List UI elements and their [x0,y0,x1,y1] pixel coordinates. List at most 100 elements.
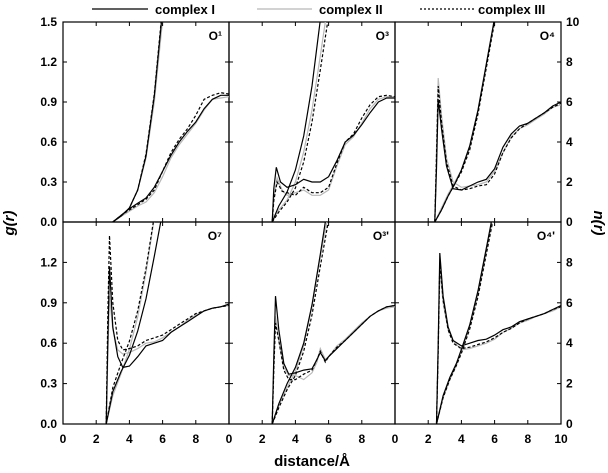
y-right-tick-label: 2 [566,175,573,189]
legend-item-complex-2: complex II [257,2,383,17]
panel-2-curves [271,22,395,222]
legend-label-complex-3: complex III [478,2,545,17]
panel-5-curves [271,222,395,424]
panel-frame-o4p [394,221,562,425]
x-tick-label: 4 [292,432,299,446]
panel-label-o4: O⁴ [540,29,555,43]
x-tick-label: 8 [524,432,531,446]
y-left-tick-label: 0.0 [40,417,57,431]
panel-5-n-curve-complex-ii [271,222,328,424]
x-tick-label: 8 [192,432,199,446]
legend-label-complex-2: complex II [319,2,383,17]
ticks-layer [62,21,562,425]
x-tick-label: 2 [425,432,432,446]
panel-4-g-curve-complex-i [105,266,229,424]
panel-3-g-curve-complex-i [434,99,561,222]
y-left-tick-label: 0.0 [40,215,57,229]
x-tick-label: 8 [358,432,365,446]
x-axis-title: distance/Å [274,453,350,470]
panel-4-n-curve-complex-iii [105,222,154,424]
panel-frame-o3p [228,221,396,425]
y-right-tick-label: 6 [566,296,573,310]
y-left-tick-label: 0.3 [40,175,57,189]
x-tick-label: 0 [226,432,233,446]
panel-label-o3p: O³' [373,229,389,243]
panel-1-g-curve-complex-ii [112,96,229,222]
panel-3-curves [434,22,561,222]
y-right-tick-label: 4 [566,135,573,149]
panel-2-g-curve-complex-i [271,97,395,222]
panel-5-g-curve-complex-ii [271,306,395,424]
x-tick-label: 10 [554,432,568,446]
y-left-tick-label: 0.6 [40,336,57,350]
y-right-tick-label: 0 [566,215,573,229]
legend-item-complex-1: complex I [92,2,215,17]
y-right-tick-label: 8 [566,255,573,269]
panel-frame-o1 [62,21,230,223]
panel-6-n-curve-complex-i [435,222,492,424]
panel-2-g-curve-complex-iii [271,94,395,222]
panel-label-o4p: O⁴' [537,229,555,243]
x-tick-label: 0 [392,432,399,446]
y-left-tick-label: 1.5 [40,15,57,29]
y-right-tick-label: 0 [566,417,573,431]
panel-1-n-curve-complex-i [112,22,163,222]
panel-4-n-curve-complex-i [105,222,162,424]
panel-2-n-curve-complex-ii [271,22,326,222]
y-right-tick-label: 8 [566,55,573,69]
panel-label-o3: O³ [376,29,389,43]
panel-6-g-curve-complex-ii [435,269,561,424]
y-left-tick-label: 0.9 [40,296,57,310]
panel-2-n-curve-complex-i [271,22,321,222]
legend: complex I complex II complex III [92,2,545,17]
y-right-tick-label: 4 [566,336,573,350]
y-left-tick-label: 0.9 [40,95,57,109]
panel-3-n-curve-complex-iii [434,22,496,222]
x-tick-label: 6 [325,432,332,446]
x-tick-label: 4 [126,432,133,446]
x-tick-label: 0 [60,432,67,446]
panel-3-n-curve-complex-ii [434,22,495,222]
panel-4-curves [105,222,229,424]
y-right-tick-label: 2 [566,377,573,391]
tick-labels: 0.0 00.3 20.6 40.9 61.2 81.5 100.0 00.3 20.6 40.9… [40,15,579,446]
panel-5-n-curve-complex-iii [271,222,329,424]
x-tick-label: 6 [491,432,498,446]
panel-frames [62,21,562,425]
x-tick-label: 2 [259,432,266,446]
panel-3-g-curve-complex-ii [434,77,561,222]
y-left-tick-label: 1.2 [40,55,57,69]
panel-4-g-curve-complex-ii [105,296,229,424]
y-axis-title-left: g(r) [1,211,18,237]
panel-3-g-curve-complex-iii [434,85,561,222]
y-left-tick-label: 1.2 [40,255,57,269]
x-tick-label: 2 [93,432,100,446]
panel-1-curves [112,22,229,222]
panel-2-g-curve-complex-ii [271,96,395,222]
panel-4-g-curve-complex-iii [105,235,229,424]
legend-label-complex-1: complex I [155,2,215,17]
panel-5-g-curve-complex-i [271,296,395,424]
panel-6-n-curve-complex-iii [435,222,494,424]
panel-3-n-curve-complex-i [434,22,495,222]
curves-layer [105,22,561,424]
panel-6-n-curve-complex-ii [435,222,493,424]
panel-6-curves [435,222,561,424]
panel-6-g-curve-complex-i [435,252,561,424]
panel-frame-o7 [62,221,230,425]
panel-5-g-curve-complex-iii [271,304,395,424]
x-tick-label: 4 [458,432,465,446]
panel-4-n-curve-complex-ii [105,222,155,424]
y-right-tick-label: 10 [566,15,580,29]
y-left-tick-label: 0.6 [40,135,57,149]
panel-label-o7: O⁷ [208,229,222,243]
y-left-tick-label: 0.3 [40,377,57,391]
panel-labels: O¹ O³ O⁴ O⁷ O³' O⁴' [208,29,555,243]
panel-frame-o4 [394,21,562,223]
y-axis-title-right: n(r) [590,211,607,236]
panel-5-n-curve-complex-i [271,222,326,424]
y-right-tick-label: 6 [566,95,573,109]
panel-label-o1: O¹ [209,29,222,43]
legend-item-complex-3: complex III [420,2,545,17]
